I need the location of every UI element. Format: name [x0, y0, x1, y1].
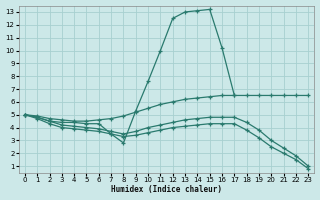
X-axis label: Humidex (Indice chaleur): Humidex (Indice chaleur) [111, 185, 222, 194]
